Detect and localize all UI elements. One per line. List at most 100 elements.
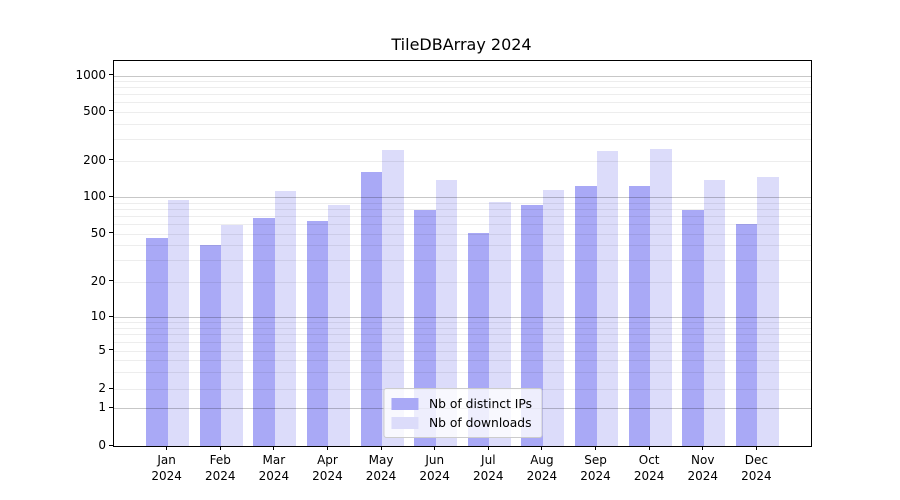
gridline-minor: [114, 209, 811, 211]
y-tick-label: 5: [98, 342, 106, 357]
bar-oct-distinct-ips: [628, 185, 651, 446]
x-tick-label-jul: Jul 2024: [473, 453, 504, 483]
gridline-major: [114, 197, 811, 199]
gridline-minor: [114, 160, 811, 162]
gridline-minor: [114, 123, 811, 125]
bar-may-downloads: [382, 149, 404, 446]
gridline-minor: [114, 334, 811, 336]
gridline-minor: [114, 81, 811, 83]
y-tick-mark: [109, 159, 113, 161]
bar-sep-downloads: [596, 151, 619, 446]
y-tick-mark: [109, 315, 113, 317]
gridline-minor: [114, 94, 811, 96]
gridline-minor: [114, 260, 811, 262]
x-tick-mark: [755, 446, 757, 450]
legend-label-downloads: Nb of downloads: [428, 415, 532, 430]
x-tick-mark: [541, 446, 543, 450]
x-tick-mark: [273, 446, 275, 450]
y-tick-mark: [109, 110, 113, 112]
bar-nov-distinct-ips: [682, 210, 704, 446]
gridline-minor: [114, 216, 811, 218]
x-tick-mark: [434, 446, 436, 450]
y-tick-mark: [109, 195, 113, 197]
y-tick-mark: [109, 74, 113, 76]
bar-may-distinct-ips: [360, 172, 383, 446]
gridline-minor: [114, 327, 811, 329]
x-tick-label-feb: Feb 2024: [204, 453, 236, 483]
gridline-minor: [114, 224, 811, 226]
x-tick-mark: [326, 446, 328, 450]
y-tick-mark: [109, 387, 113, 389]
x-tick-mark: [648, 446, 650, 450]
bar-apr-distinct-ips: [306, 220, 329, 446]
bar-aug-downloads: [542, 189, 565, 446]
y-tick-label: 20: [90, 273, 106, 288]
bar-dec-downloads: [757, 177, 779, 446]
bar-jun-downloads: [435, 180, 458, 446]
bar-dec-distinct-ips: [735, 224, 758, 446]
plot-area: Nb of distinct IPs Nb of downloads: [113, 60, 812, 447]
bar-mar-downloads: [274, 191, 297, 446]
y-tick-mark: [109, 406, 113, 408]
gridline-minor: [114, 341, 811, 343]
y-tick-mark: [109, 349, 113, 351]
gridline-major: [114, 317, 811, 318]
legend-swatch-downloads: [390, 416, 418, 429]
x-tick-label-jan: Jan 2024: [151, 453, 182, 483]
bar-mar-distinct-ips: [253, 218, 275, 446]
legend: Nb of distinct IPs Nb of downloads: [382, 388, 543, 438]
y-tick-label: 1000: [75, 67, 106, 82]
legend-item-downloads: Nb of downloads: [390, 413, 532, 432]
x-tick-label-apr: Apr 2024: [312, 453, 343, 483]
x-tick-mark: [219, 446, 221, 450]
x-tick-mark: [487, 446, 489, 450]
y-tick-label: 50: [90, 225, 106, 240]
x-tick-label-mar: Mar 2024: [258, 453, 290, 483]
x-tick-mark: [702, 446, 704, 450]
gridline-minor: [114, 233, 811, 235]
y-tick-mark: [109, 232, 113, 234]
bar-oct-downloads: [650, 149, 672, 446]
gridline-major: [114, 75, 811, 77]
gridline-minor: [114, 350, 811, 352]
chart-title: TileDBArray 2024: [391, 35, 532, 54]
legend-swatch-distinct-ips: [390, 397, 418, 410]
x-tick-label-oct: Oct 2024: [633, 453, 665, 483]
gridline-minor: [114, 245, 811, 247]
bar-jan-distinct-ips: [146, 238, 168, 446]
x-tick-mark: [166, 446, 168, 450]
bar-jan-downloads: [167, 200, 190, 446]
gridline-minor: [114, 87, 811, 89]
y-tick-mark: [109, 280, 113, 282]
x-tick-label-dec: Dec 2024: [741, 453, 772, 483]
y-tick-label: 100: [83, 189, 106, 204]
y-tick-label: 0: [98, 438, 106, 452]
bar-nov-downloads: [703, 179, 726, 446]
legend-item-distinct-ips: Nb of distinct IPs: [390, 394, 533, 413]
y-tick-mark: [109, 444, 113, 446]
bar-jul-downloads: [489, 202, 511, 446]
gridline-minor: [114, 372, 811, 374]
gridline-minor: [114, 322, 811, 324]
gridline-minor: [114, 102, 811, 104]
x-tick-label-jun: Jun 2024: [419, 453, 450, 483]
gridline-minor: [114, 202, 811, 204]
x-tick-label-may: May 2024: [365, 453, 397, 483]
gridline-minor: [114, 281, 811, 283]
bar-jun-distinct-ips: [414, 210, 436, 446]
gridline-minor: [114, 360, 811, 362]
bar-apr-downloads: [328, 205, 350, 446]
y-tick-label: 10: [90, 309, 106, 323]
gridline-minor: [114, 139, 811, 141]
bar-feb-downloads: [221, 225, 243, 446]
y-tick-label: 500: [83, 103, 106, 118]
x-tick-label-nov: Nov 2024: [687, 453, 719, 483]
bar-aug-distinct-ips: [521, 205, 543, 446]
y-tick-label: 1: [98, 400, 106, 415]
bar-sep-distinct-ips: [575, 186, 597, 446]
legend-label-distinct-ips: Nb of distinct IPs: [428, 396, 533, 411]
y-tick-label: 2: [98, 381, 106, 396]
x-tick-label-sep: Sep 2024: [580, 453, 611, 483]
x-tick-mark: [380, 446, 382, 450]
